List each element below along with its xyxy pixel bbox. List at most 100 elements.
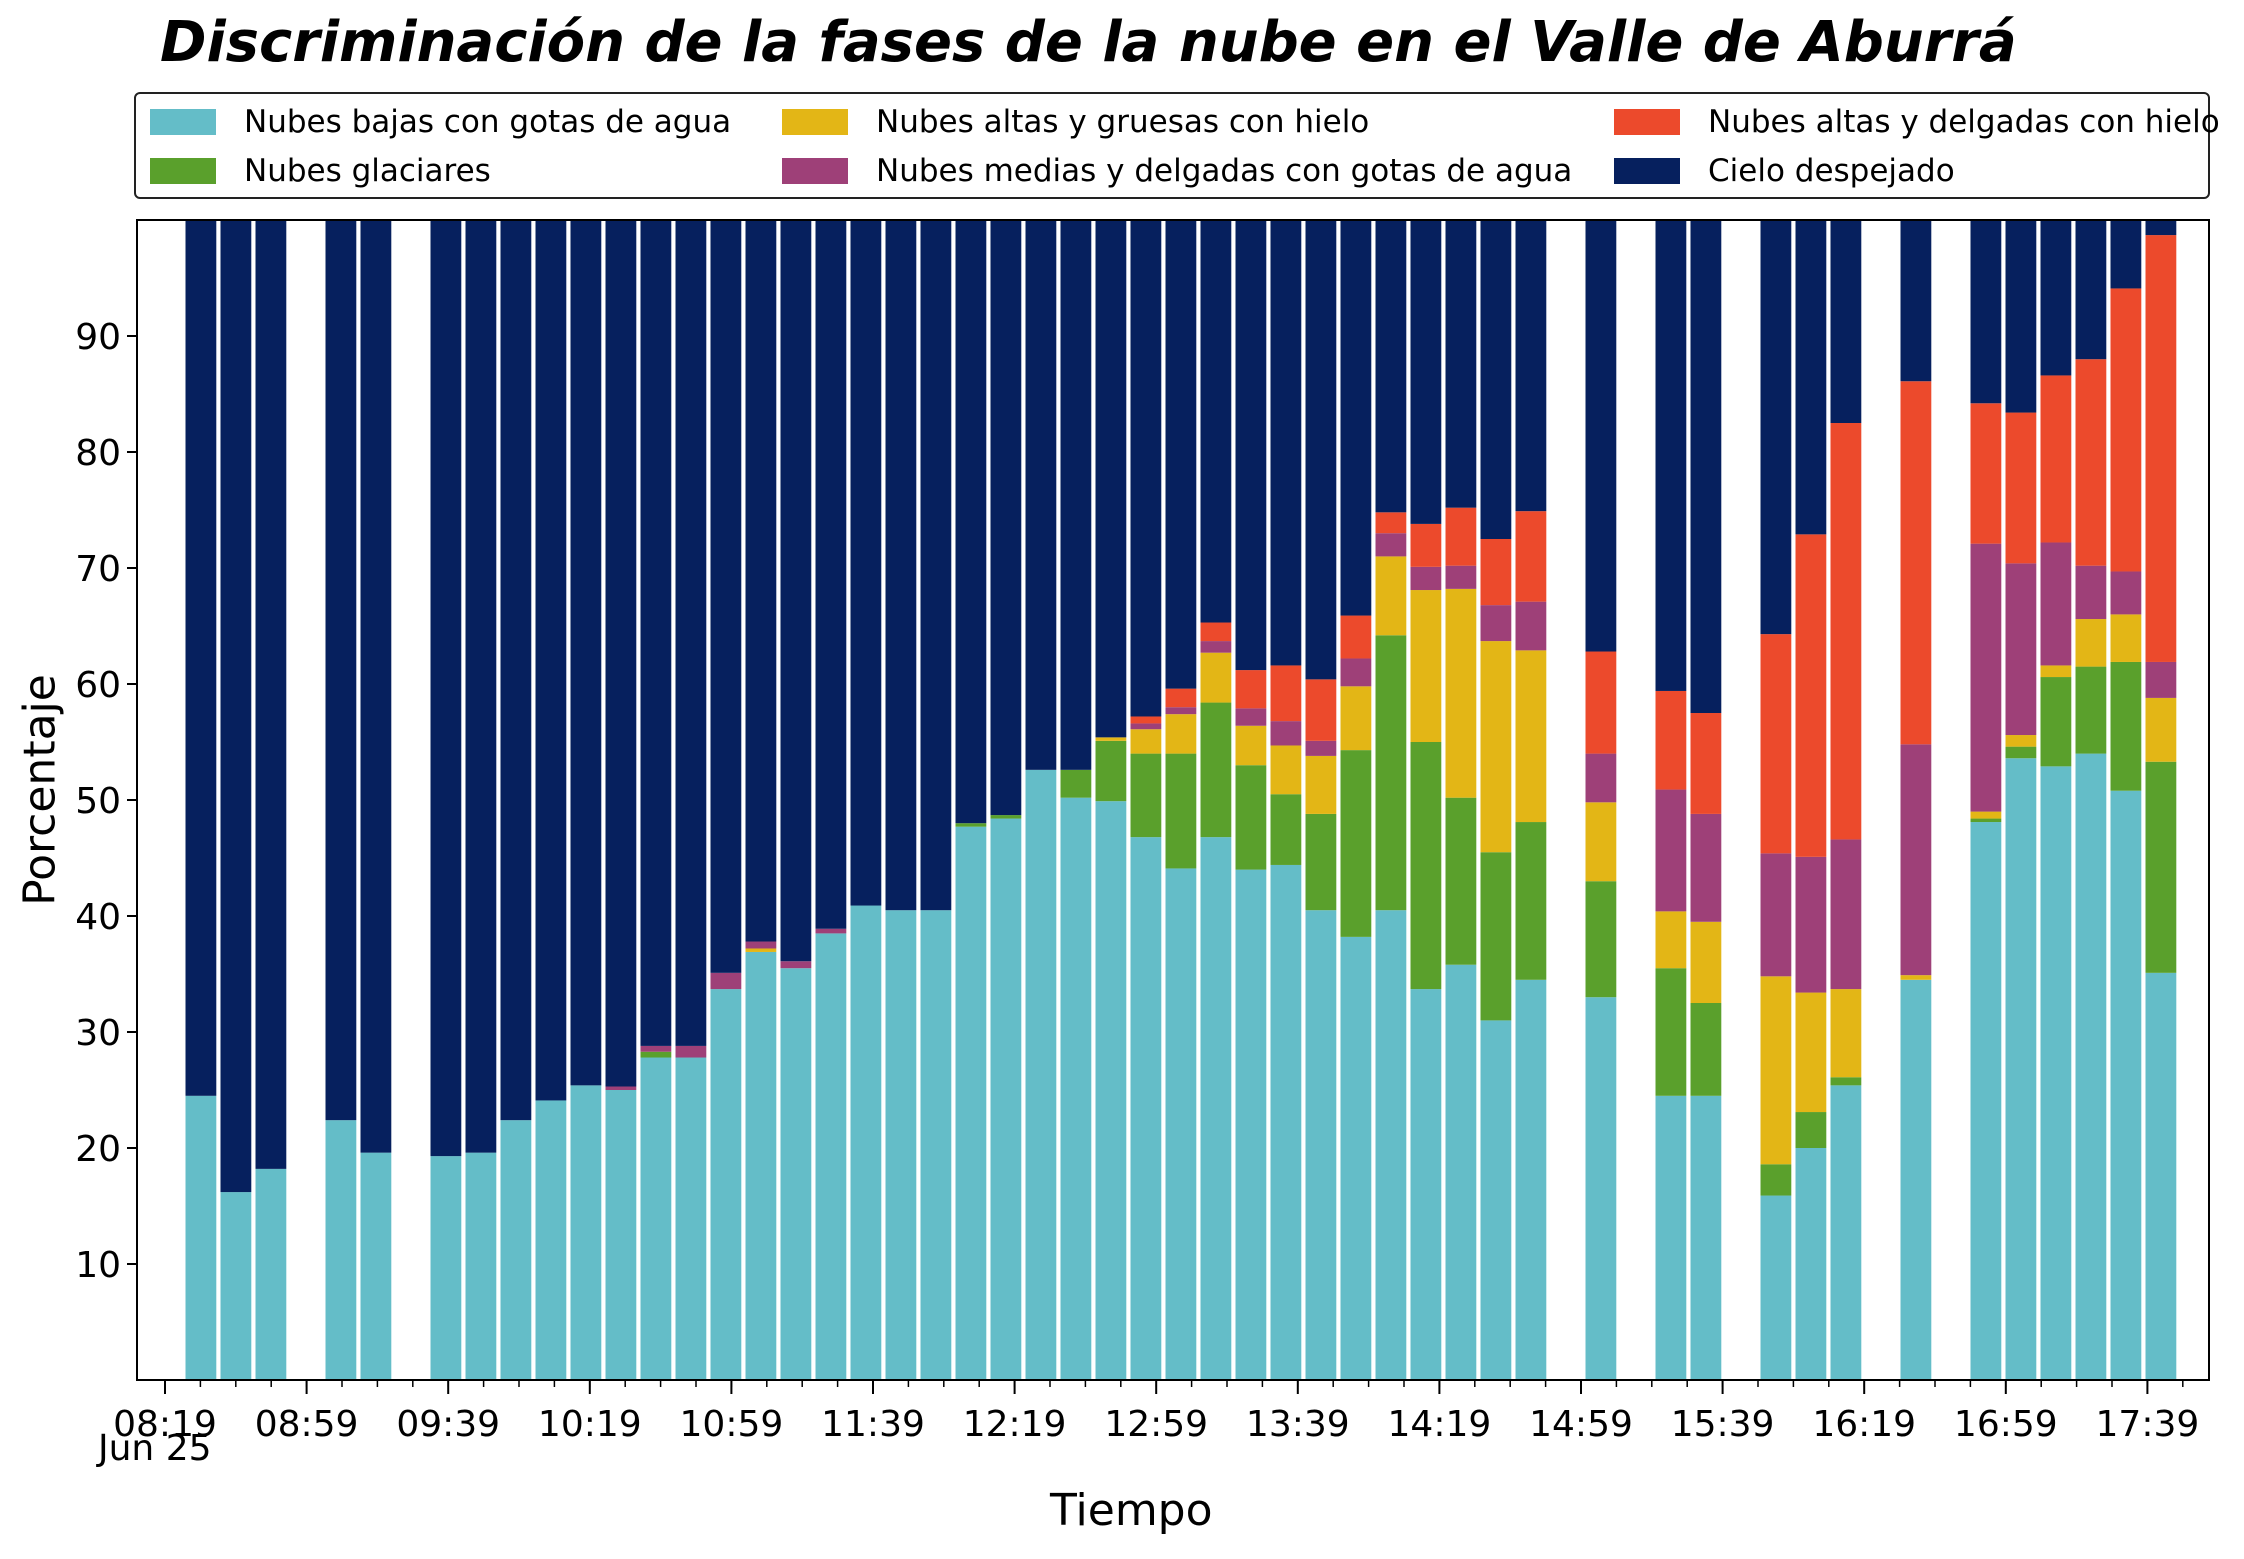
bar-segment-0-37	[1585, 997, 1617, 1380]
y-tick-label: 80	[75, 433, 121, 474]
bar-segment-1-36	[1515, 822, 1547, 980]
bar-segment-1-30	[1305, 813, 1337, 911]
bar-segment-1-41	[1795, 1112, 1827, 1148]
bar-segment-3-45	[2005, 563, 2037, 736]
x-tick-label: 10:19	[538, 1404, 642, 1445]
x-tick-label: 13:39	[1246, 1404, 1350, 1445]
bar-segment-2-37	[1585, 802, 1617, 882]
bar-segment-1-37	[1585, 881, 1617, 998]
bar-segment-2-47	[2075, 619, 2107, 667]
bar-segment-4-37	[1585, 651, 1617, 754]
bar-segment-5-48	[2110, 220, 2142, 289]
bar-segment-0-46	[2040, 766, 2072, 1380]
bar-segment-0-14	[745, 951, 777, 1380]
bar-segment-5-42	[1830, 220, 1862, 423]
bar-segment-0-32	[1375, 910, 1407, 1380]
bar-segment-3-32	[1375, 533, 1407, 557]
bar-segment-2-48	[2110, 614, 2142, 662]
bar-segment-0-44	[1970, 822, 2002, 1380]
bar-segment-5-47	[2075, 220, 2107, 360]
bar-segment-1-39	[1690, 1003, 1722, 1096]
bar-segment-5-5	[430, 220, 462, 1157]
bar-segment-5-25	[1130, 220, 1162, 717]
bar-segment-2-31	[1340, 686, 1372, 751]
x-tick-label: 16:59	[1954, 1404, 2058, 1445]
bar-segment-4-43	[1900, 381, 1932, 745]
bar-segment-2-26	[1165, 714, 1197, 754]
bar-segment-0-40	[1760, 1195, 1792, 1380]
bar-segment-1-31	[1340, 750, 1372, 937]
y-tick-label: 50	[75, 781, 121, 822]
bar-segment-1-34	[1445, 797, 1477, 965]
bar-segment-4-42	[1830, 423, 1862, 840]
bar-segment-1-11	[640, 1051, 672, 1058]
bar-segment-0-31	[1340, 936, 1372, 1380]
bar-segment-1-47	[2075, 666, 2107, 754]
bar-segment-4-47	[2075, 359, 2107, 566]
bar-segment-3-48	[2110, 571, 2142, 615]
bar-segment-2-28	[1235, 725, 1267, 766]
bar-segment-0-43	[1900, 979, 1932, 1380]
bar-segment-2-38	[1655, 911, 1687, 969]
bar-segment-0-42	[1830, 1085, 1862, 1380]
bar-segment-4-30	[1305, 679, 1337, 741]
bar-segment-5-3	[325, 220, 357, 1121]
bar-segment-2-40	[1760, 976, 1792, 1165]
legend-label: Nubes medias y delgadas con gotas de agu…	[876, 153, 1573, 189]
bar-segment-2-39	[1690, 921, 1722, 1003]
y-tick-label: 20	[75, 1129, 121, 1170]
bar-segment-4-34	[1445, 507, 1477, 566]
bar-segment-4-33	[1410, 523, 1442, 567]
bar-segment-0-19	[920, 910, 952, 1380]
bar-segment-1-48	[2110, 661, 2142, 791]
x-tick-label: 17:39	[2096, 1404, 2200, 1445]
bar-segment-0-26	[1165, 868, 1197, 1380]
bar-segment-2-25	[1130, 729, 1162, 754]
x-tick-label: 12:59	[1104, 1404, 1208, 1445]
bar-segment-5-24	[1095, 220, 1127, 738]
bar-segment-5-32	[1375, 220, 1407, 513]
x-tick-label: 08:19	[113, 1404, 217, 1445]
bar-segment-5-39	[1690, 220, 1722, 713]
bar-segment-5-18	[885, 220, 917, 911]
bar-segment-5-21	[990, 220, 1022, 816]
bar-segment-1-25	[1130, 753, 1162, 838]
bar-segment-4-49	[2145, 235, 2177, 662]
bar-segment-2-42	[1830, 989, 1862, 1078]
bar-segment-5-31	[1340, 220, 1372, 616]
legend-item: Nubes altas y gruesas con hielo	[782, 104, 1369, 140]
bar-segment-3-10	[605, 1086, 637, 1090]
bar-segment-5-40	[1760, 220, 1792, 635]
bar-segment-3-31	[1340, 658, 1372, 687]
bar-segment-5-49	[2145, 220, 2177, 236]
bar-segment-3-16	[815, 928, 847, 934]
bar-segment-3-11	[640, 1045, 672, 1052]
bar-segment-1-21	[990, 815, 1022, 819]
bar-segment-0-29	[1270, 864, 1302, 1380]
bar-segment-2-32	[1375, 556, 1407, 636]
x-tick-label: 12:19	[963, 1404, 1067, 1445]
bar-segment-3-38	[1655, 789, 1687, 912]
y-tick-label: 10	[75, 1245, 121, 1286]
bar-segment-2-27	[1200, 652, 1232, 703]
bar-segment-0-3	[325, 1120, 357, 1380]
y-tick-label: 30	[75, 1013, 121, 1054]
bar-segment-5-20	[955, 220, 987, 824]
bar-segment-0-49	[2145, 972, 2177, 1380]
bar-segment-5-10	[605, 220, 637, 1087]
bar-segment-4-41	[1795, 534, 1827, 857]
bar-segment-0-4	[360, 1152, 392, 1380]
legend-label: Nubes altas y delgadas con hielo	[1708, 104, 2220, 140]
bar-segment-3-28	[1235, 708, 1267, 726]
bar-segment-5-23	[1060, 220, 1092, 770]
bar-segment-0-2	[255, 1168, 287, 1380]
bar-segment-1-27	[1200, 702, 1232, 838]
bar-segment-5-19	[920, 220, 952, 911]
legend-swatch	[150, 109, 216, 135]
bar-segment-0-34	[1445, 964, 1477, 1380]
y-tick-label: 60	[75, 665, 121, 706]
bar-segment-1-40	[1760, 1164, 1792, 1196]
bar-segment-0-17	[850, 905, 882, 1380]
legend-swatch	[1614, 158, 1680, 184]
